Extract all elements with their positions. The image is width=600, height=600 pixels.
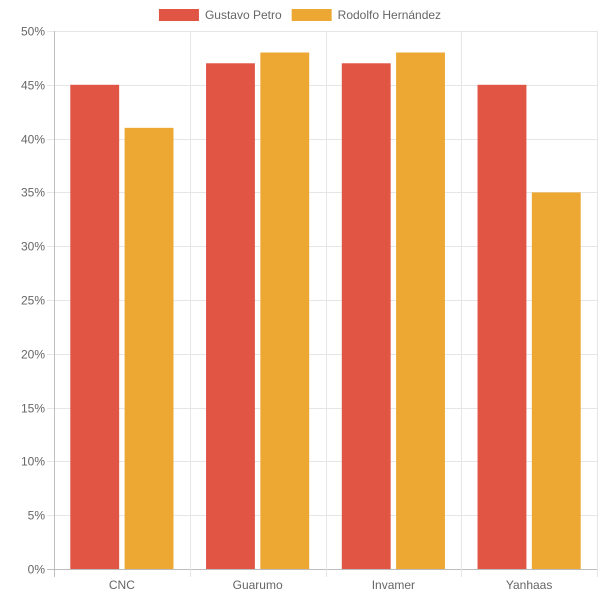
y-tick-label: 20% bbox=[21, 348, 45, 362]
x-tick-label: Yanhaas bbox=[506, 578, 552, 592]
y-tick-label: 50% bbox=[21, 25, 45, 39]
x-tick-label: Invamer bbox=[372, 578, 415, 592]
bar bbox=[477, 84, 527, 570]
y-tick-label: 45% bbox=[21, 79, 45, 93]
x-tick-label: Guarumo bbox=[233, 578, 283, 592]
y-tick-label: 10% bbox=[21, 455, 45, 469]
bar bbox=[206, 63, 255, 569]
y-tick-label: 40% bbox=[21, 133, 45, 147]
bar bbox=[260, 52, 310, 569]
y-tick-label: 5% bbox=[28, 509, 46, 523]
bars bbox=[70, 52, 581, 570]
y-tick-label: 15% bbox=[21, 402, 45, 416]
bar bbox=[70, 84, 120, 570]
y-axis: 0% 5% 10% 15% 20% 25% 30% 35% 40% 45% 50% bbox=[21, 25, 45, 577]
x-axis: CNC Guarumo Invamer Yanhaas bbox=[109, 578, 552, 592]
y-tick-label: 0% bbox=[28, 563, 46, 577]
y-tick-label: 25% bbox=[21, 294, 45, 308]
y-tick-label: 30% bbox=[21, 240, 45, 254]
x-tick-label: CNC bbox=[109, 578, 135, 592]
legend-swatch bbox=[291, 9, 332, 21]
legend-label: Gustavo Petro bbox=[205, 8, 282, 22]
bar bbox=[531, 192, 581, 569]
y-tick-label: 35% bbox=[21, 186, 45, 200]
legend: Gustavo Petro Rodolfo Hernández bbox=[158, 8, 441, 22]
bar bbox=[124, 127, 174, 569]
legend-swatch bbox=[158, 9, 199, 21]
bar bbox=[341, 63, 391, 569]
bar bbox=[396, 52, 445, 569]
legend-label: Rodolfo Hernández bbox=[338, 8, 441, 22]
